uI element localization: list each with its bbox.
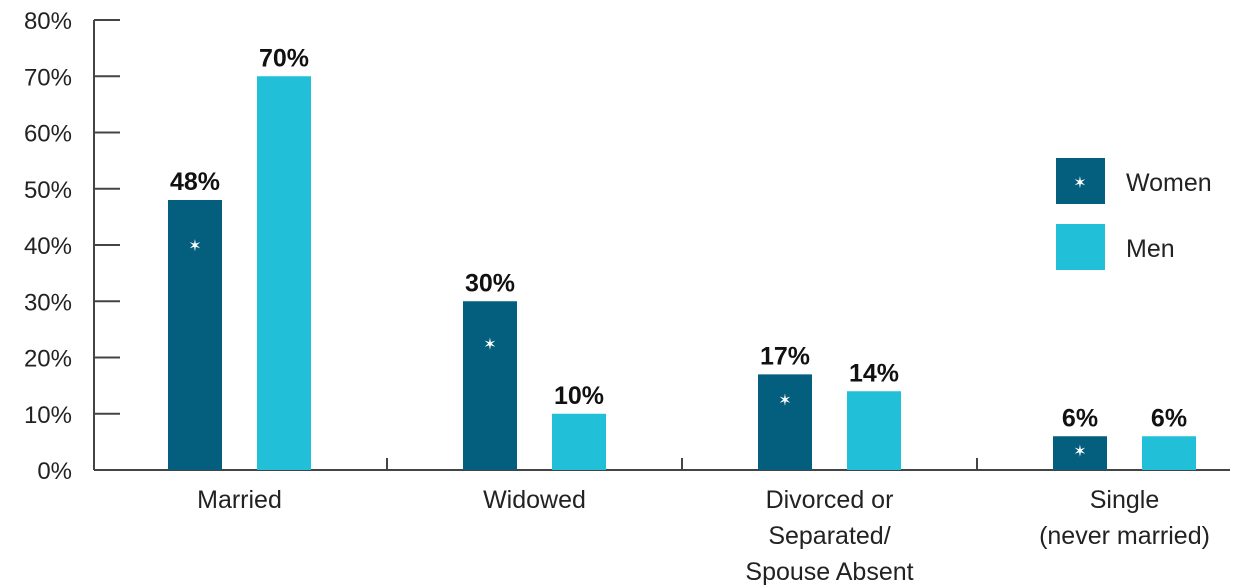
data-label: 48% — [170, 168, 220, 196]
data-label: 70% — [259, 44, 309, 72]
y-tick-label: 10% — [24, 402, 72, 429]
x-category-label: Single (never married) — [1039, 486, 1210, 550]
y-tick-label: 40% — [24, 233, 72, 260]
y-tick-label: 30% — [24, 289, 72, 316]
star-marker-icon: ✶ — [188, 238, 201, 255]
axes: 0% 10% 20% 30% 40% 50% 60% 70% 80% Married Widowed… — [24, 8, 1230, 586]
data-label: 6% — [1151, 404, 1187, 432]
legend-label-men: Men — [1126, 235, 1175, 263]
data-label: 30% — [465, 269, 515, 297]
legend: ✶ Women Men — [1056, 158, 1212, 270]
x-category-label: Widowed — [483, 486, 586, 514]
bars: ✶ ✶ ✶ ✶ — [168, 76, 1196, 470]
legend-label-women: Women — [1126, 169, 1212, 197]
bar-men-3 — [1142, 436, 1196, 470]
data-label: 17% — [760, 342, 810, 370]
y-tick-label: 50% — [24, 177, 72, 204]
bar-women-3 — [1053, 436, 1107, 470]
bar-women-2 — [758, 374, 812, 470]
legend-swatch-men — [1056, 224, 1105, 270]
star-marker-icon: ✶ — [1073, 443, 1086, 460]
y-tick-label: 60% — [24, 121, 72, 148]
y-tick-label: 80% — [24, 8, 72, 35]
bar-men-1 — [552, 413, 606, 470]
data-label: 6% — [1062, 404, 1098, 432]
legend-swatch-women — [1056, 158, 1105, 204]
x-category-label: Married — [197, 486, 282, 514]
bar-women-0 — [168, 200, 222, 470]
star-marker-icon: ✶ — [1073, 175, 1086, 192]
bar-men-0 — [257, 76, 311, 470]
star-marker-icon: ✶ — [483, 336, 496, 353]
x-category-label: Divorced or Separated/Spouse Absent — [745, 486, 913, 586]
bar-men-2 — [847, 391, 901, 470]
data-labels: 48% 70% 30% 10% 17% 14% 6% 6% — [170, 44, 1187, 432]
data-label: 14% — [849, 359, 899, 387]
y-tick-label: 70% — [24, 64, 72, 91]
star-marker-icon: ✶ — [778, 393, 791, 410]
y-tick-label: 0% — [37, 458, 72, 485]
y-tick-label: 20% — [24, 346, 72, 373]
bar-women-1 — [463, 301, 517, 470]
data-label: 10% — [554, 382, 604, 410]
